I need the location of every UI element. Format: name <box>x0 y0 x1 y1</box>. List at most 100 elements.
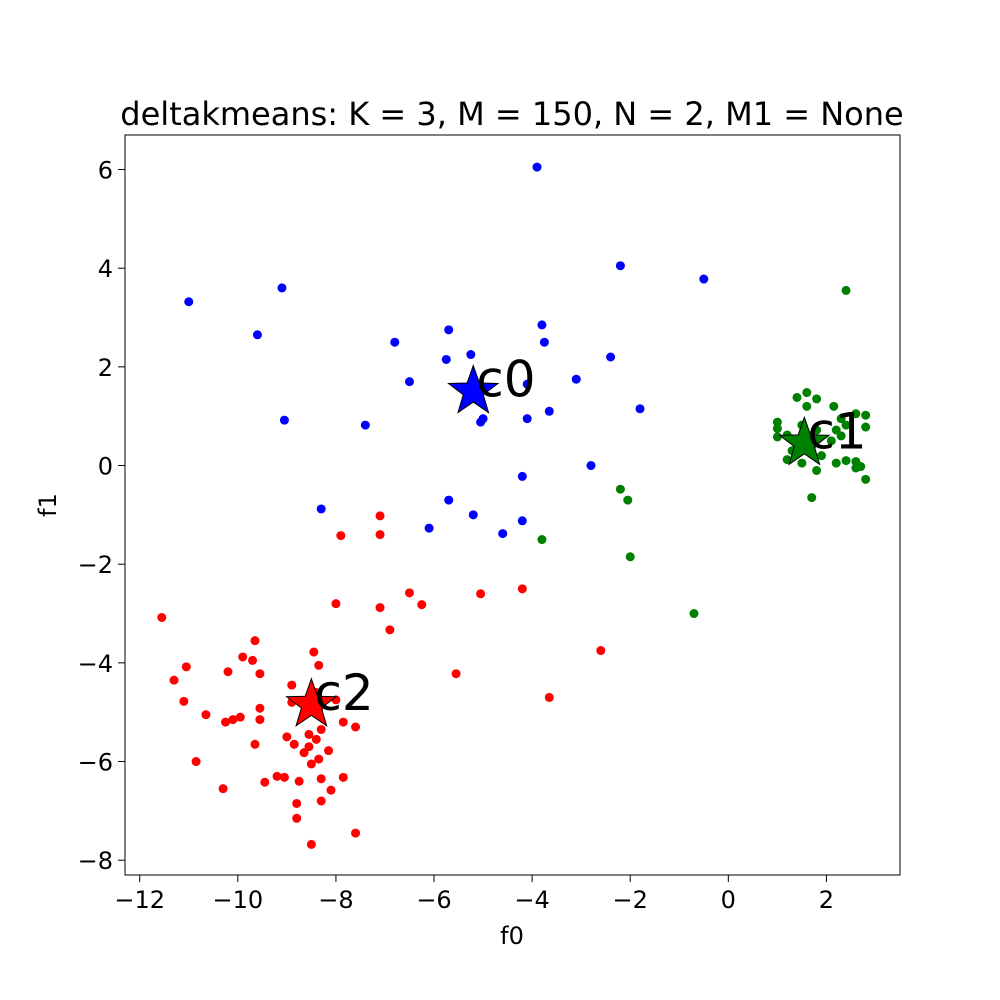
y-tick-label: −4 <box>78 650 113 678</box>
data-point <box>316 724 326 734</box>
data-point <box>812 425 822 435</box>
data-point <box>279 772 289 782</box>
centroid-c0-label: c0 <box>476 351 535 409</box>
data-point <box>326 785 336 795</box>
data-point <box>856 462 866 472</box>
x-axis-label: f0 <box>500 922 524 950</box>
data-point <box>544 406 554 416</box>
data-point <box>221 717 231 727</box>
data-point <box>861 474 871 484</box>
data-points <box>157 162 871 849</box>
series-0 <box>184 162 709 539</box>
data-point <box>606 352 616 362</box>
data-point <box>498 529 508 539</box>
data-point <box>802 388 812 398</box>
data-point <box>179 696 189 706</box>
data-point <box>375 530 385 540</box>
data-point <box>299 748 309 758</box>
data-point <box>279 415 289 425</box>
data-point <box>522 379 532 389</box>
data-point <box>522 414 532 424</box>
data-point <box>623 495 633 505</box>
data-point <box>375 603 385 613</box>
data-point <box>252 330 262 340</box>
data-point <box>468 510 478 520</box>
data-point <box>324 746 334 756</box>
x-tick-label: −10 <box>212 886 263 914</box>
data-point <box>306 759 316 769</box>
data-point <box>802 401 812 411</box>
data-point <box>826 436 836 446</box>
series-2 <box>157 511 606 849</box>
data-point <box>831 458 841 468</box>
data-point <box>306 839 316 849</box>
data-point <box>772 417 782 427</box>
centroid-c1-label: c1 <box>807 402 866 460</box>
data-point <box>571 374 581 384</box>
x-tick-label: 0 <box>721 886 736 914</box>
centroid-c2-label: c2 <box>314 664 373 722</box>
data-point <box>476 589 486 599</box>
data-point <box>304 742 314 752</box>
data-point <box>181 662 191 672</box>
data-point <box>309 647 319 657</box>
data-point <box>537 535 547 545</box>
y-tick-label: 6 <box>98 157 113 185</box>
data-point <box>316 504 326 514</box>
data-point <box>272 771 282 781</box>
data-point <box>260 777 270 787</box>
data-point <box>184 297 194 307</box>
axis-ticks: −12 −10 −8 −6 −4 −2 0 2 −8 −6 −4 −2 0 2 4 6 <box>78 157 834 914</box>
data-point <box>218 784 228 794</box>
data-point <box>441 354 451 364</box>
data-point <box>861 422 871 432</box>
chart-title: deltakmeans: K = 3, M = 150, N = 2, M1 =… <box>120 95 903 133</box>
data-point <box>351 722 361 732</box>
data-point <box>351 828 361 838</box>
data-point <box>544 692 554 702</box>
data-point <box>586 461 596 471</box>
data-point <box>625 552 635 562</box>
data-point <box>404 588 414 598</box>
data-point <box>476 417 486 427</box>
plot-frame <box>124 134 901 876</box>
data-point <box>287 680 297 690</box>
data-point <box>817 451 827 461</box>
data-point <box>812 394 822 404</box>
data-point <box>157 612 167 622</box>
x-tick-label: −6 <box>416 886 451 914</box>
data-point <box>615 484 625 494</box>
data-point <box>223 667 233 677</box>
data-point <box>797 458 807 468</box>
data-point <box>294 776 304 786</box>
data-point <box>517 471 527 481</box>
data-point <box>537 320 547 330</box>
data-point <box>238 652 248 662</box>
data-point <box>417 600 427 610</box>
data-point <box>375 511 385 521</box>
data-point <box>250 739 260 749</box>
y-tick-label: 0 <box>98 453 113 481</box>
data-point <box>314 754 324 764</box>
y-tick-label: −8 <box>78 847 113 875</box>
data-point <box>385 625 395 635</box>
data-point <box>444 495 454 505</box>
x-tick-label: −8 <box>318 886 353 914</box>
y-tick-label: 2 <box>98 354 113 382</box>
data-point <box>255 669 265 679</box>
data-point <box>338 717 348 727</box>
data-point <box>466 350 476 360</box>
data-point <box>311 734 321 744</box>
data-point <box>336 531 346 541</box>
centroid-c0-marker <box>447 364 500 414</box>
data-point <box>255 703 265 713</box>
data-point <box>282 732 292 742</box>
y-tick-label: −2 <box>78 551 113 579</box>
data-point <box>277 283 287 293</box>
data-point <box>841 420 851 430</box>
data-point <box>292 798 302 808</box>
data-point <box>807 493 817 503</box>
